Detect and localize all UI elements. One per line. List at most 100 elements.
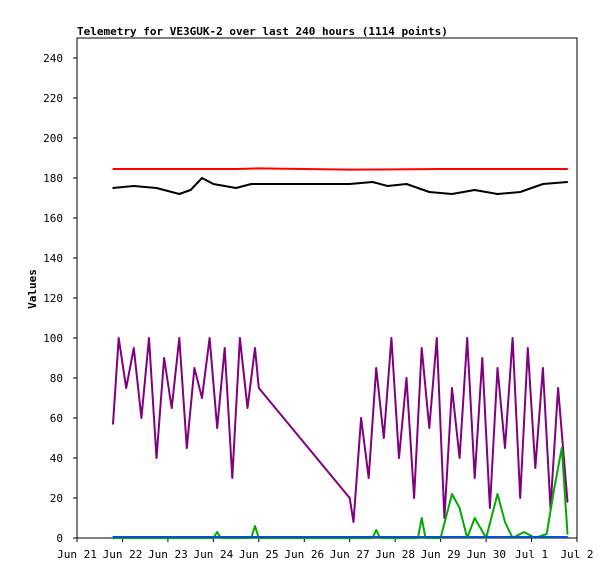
series-2-point	[504, 447, 506, 449]
series-2-point	[405, 377, 408, 379]
y-tick-label: 240	[43, 52, 63, 65]
series-1-point	[155, 187, 158, 189]
y-tick-label: 0	[56, 532, 63, 545]
series-1-point	[371, 181, 374, 183]
y-tick-label: 100	[43, 332, 63, 345]
series-2-point	[352, 521, 355, 523]
series-2-point	[178, 337, 181, 339]
series-2-point	[208, 337, 211, 339]
series-2-point	[239, 337, 241, 339]
series-2-point	[542, 367, 544, 369]
series-2-point	[566, 501, 569, 503]
series-1-point	[223, 185, 226, 187]
series-3-point	[375, 529, 378, 531]
series-2-point	[458, 457, 461, 459]
series-2-point	[140, 417, 143, 419]
series-1-point	[348, 183, 351, 185]
series-2-point	[216, 427, 218, 429]
series-3-point	[553, 487, 556, 489]
y-tick-label: 220	[43, 92, 63, 105]
series-1-point	[133, 185, 135, 187]
series-2-point	[133, 347, 135, 349]
series-0-point	[485, 168, 487, 170]
series-2-point	[511, 337, 514, 339]
series-2-point	[557, 387, 559, 389]
series-1-point	[496, 193, 499, 195]
series-2-point	[254, 347, 256, 349]
series-3-point	[566, 533, 569, 535]
series-3-point	[561, 447, 563, 449]
series-2-point	[163, 357, 165, 359]
series-4-point	[112, 536, 114, 538]
series-0-point	[235, 168, 237, 170]
y-axis-title-group: Values	[26, 269, 39, 309]
y-tick-label: 140	[43, 252, 63, 265]
y-tick-label: 200	[43, 132, 63, 145]
chart-title: Telemetry for VE3GUK-2 over last 240 hou…	[77, 25, 448, 38]
series-2-point	[489, 507, 491, 509]
series-1-point	[212, 183, 215, 185]
y-tick-label: 20	[50, 492, 63, 505]
series-2-point	[428, 427, 431, 429]
series-2-point	[496, 367, 499, 369]
series-2-point	[519, 497, 521, 499]
series-2-point	[170, 407, 173, 409]
series-2-point	[258, 387, 260, 389]
series-1-point	[519, 191, 521, 193]
series-0-point	[144, 168, 146, 170]
x-tick-label: Jun 22	[103, 548, 143, 561]
x-tick-label: Jul 2	[560, 548, 593, 561]
series-0-point	[112, 168, 114, 170]
series-3-point	[254, 525, 256, 527]
series-2-point	[451, 387, 453, 389]
series-2-point	[231, 477, 234, 479]
series-2-point	[413, 497, 415, 499]
series-1-point	[405, 183, 408, 185]
series-1-point	[542, 183, 544, 185]
series-2-point	[473, 477, 476, 479]
series-2-point	[246, 407, 249, 409]
x-tick-label: Jun 27	[330, 548, 370, 561]
series-1-point	[386, 185, 389, 187]
series-3-point	[458, 507, 461, 509]
series-2-point	[383, 437, 385, 439]
series-2-point	[375, 367, 378, 369]
series-1-point	[566, 181, 569, 183]
series-1-point	[189, 189, 192, 191]
x-tick-label: Jun 24	[193, 548, 233, 561]
series-3-point	[451, 493, 453, 495]
x-tick-label: Jun 25	[239, 548, 279, 561]
y-tick-label: 80	[50, 372, 63, 385]
series-2-point	[420, 347, 423, 349]
series-line-2	[112, 337, 569, 523]
series-2-point	[466, 337, 469, 339]
series-0-point	[189, 168, 192, 170]
x-tick-label: Jun 29	[421, 548, 461, 561]
series-0-point	[348, 168, 351, 171]
series-0-point	[566, 168, 569, 170]
x-tick-label: Jun 21	[57, 548, 97, 561]
x-tick-label: Jun 28	[375, 548, 415, 561]
x-axis: Jun 21 Jun 22 Jun 23 Jun 24 Jun 25 Jun 26 Jun …	[57, 538, 594, 561]
series-0-point	[439, 168, 442, 170]
series-4-point	[566, 536, 569, 538]
series-1-point	[250, 183, 252, 185]
series-3-point	[545, 533, 548, 535]
series-2-point	[436, 337, 438, 339]
series-2-point	[201, 397, 203, 399]
y-axis: 0 20 40 60 80 100 120 140 160 180 200 220 240	[43, 52, 77, 545]
series-1-point	[178, 193, 181, 195]
x-tick-label: Jun 30	[466, 548, 506, 561]
x-tick-label: Jun 26	[284, 548, 324, 561]
series-2-point	[481, 357, 484, 359]
series-3-point	[523, 531, 525, 533]
series-line-1	[112, 177, 568, 195]
series-2-point	[155, 457, 158, 459]
series-1-point	[428, 191, 431, 193]
y-tick-label: 60	[50, 412, 63, 425]
series-3-point	[496, 493, 499, 495]
series-2-point	[125, 387, 127, 389]
series-1-point	[112, 187, 114, 189]
y-tick-label: 120	[43, 292, 63, 305]
